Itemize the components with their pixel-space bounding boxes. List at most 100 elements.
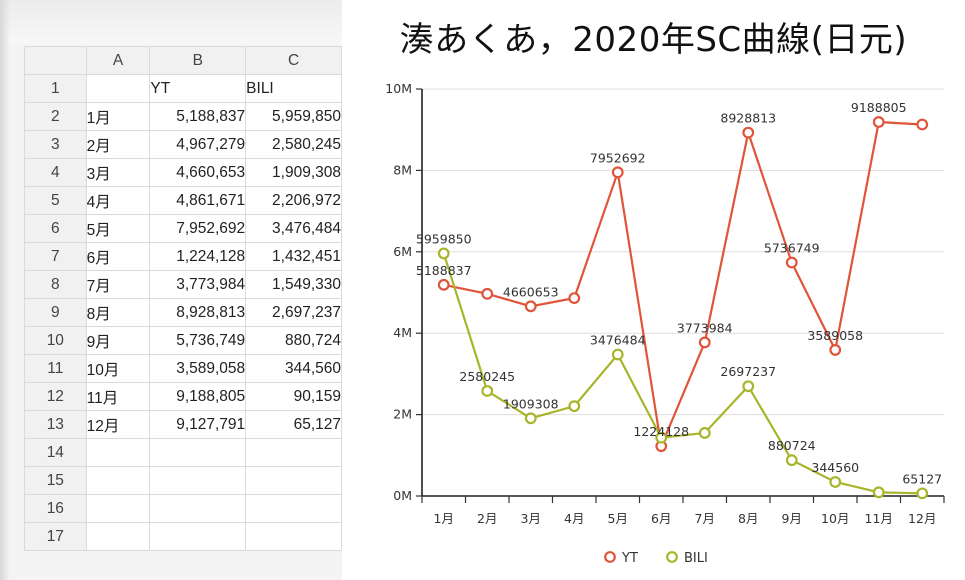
- column-header-b[interactable]: B: [149, 46, 247, 75]
- cell[interactable]: 3月: [85, 158, 151, 187]
- cell[interactable]: [245, 494, 342, 523]
- data-point: [829, 344, 842, 356]
- cell[interactable]: 8月: [85, 298, 151, 327]
- data-label: 1909308: [503, 396, 559, 411]
- cell[interactable]: 3,773,984: [149, 270, 247, 299]
- cell[interactable]: 11月: [85, 382, 151, 411]
- row-header[interactable]: 9: [24, 298, 87, 327]
- cell[interactable]: [245, 438, 342, 467]
- cell[interactable]: [149, 466, 247, 495]
- data-point: [568, 292, 581, 305]
- cell[interactable]: [245, 466, 342, 495]
- x-tick-label: 10月: [821, 511, 849, 526]
- data-point: [916, 487, 929, 500]
- row-header[interactable]: 14: [24, 438, 87, 467]
- data-label: 3773984: [677, 320, 733, 335]
- row-header[interactable]: 5: [24, 186, 87, 215]
- cell[interactable]: 4,660,653: [149, 158, 247, 187]
- data-point: [698, 427, 711, 439]
- cell[interactable]: 1月: [85, 102, 151, 131]
- cell[interactable]: 5,736,749: [149, 326, 247, 355]
- row-header[interactable]: 17: [24, 522, 87, 551]
- x-tick-label: 5月: [608, 511, 628, 526]
- cell[interactable]: 2月: [85, 130, 151, 159]
- table-row: 5 4月 4,861,671 2,206,972: [24, 186, 342, 215]
- x-tick-label: 11月: [865, 511, 893, 526]
- cell[interactable]: 5月: [85, 214, 151, 243]
- cell[interactable]: [149, 438, 247, 467]
- cell[interactable]: [85, 438, 151, 467]
- data-point: [872, 486, 885, 499]
- row-header[interactable]: 4: [24, 158, 87, 187]
- cell[interactable]: 5,959,850: [245, 102, 342, 131]
- data-point: [524, 412, 537, 425]
- row-header[interactable]: 11: [24, 354, 87, 383]
- cell[interactable]: 7月: [85, 270, 151, 299]
- cell[interactable]: 2,206,972: [245, 186, 342, 215]
- y-tick-label: 4M: [393, 325, 412, 340]
- cell[interactable]: 5,188,837: [149, 102, 247, 131]
- row-header[interactable]: 13: [24, 410, 87, 439]
- table-row: 4 3月 4,660,653 1,909,308: [24, 158, 342, 187]
- data-label: 5188837: [416, 263, 472, 278]
- column-header-c[interactable]: C: [245, 46, 342, 75]
- cell[interactable]: 4,861,671: [149, 186, 247, 215]
- cell[interactable]: YT: [149, 74, 247, 103]
- cell[interactable]: [85, 74, 151, 103]
- cell[interactable]: [85, 466, 151, 495]
- row-header[interactable]: 6: [24, 214, 87, 243]
- cell[interactable]: 90,159: [245, 382, 342, 411]
- cell[interactable]: 12月: [85, 410, 151, 439]
- cell[interactable]: 4,967,279: [149, 130, 247, 159]
- cell[interactable]: [85, 522, 151, 551]
- cell[interactable]: [149, 494, 247, 523]
- row-header[interactable]: 8: [24, 270, 87, 299]
- row-header[interactable]: 1: [24, 74, 87, 103]
- cell[interactable]: 1,909,308: [245, 158, 342, 187]
- cell[interactable]: 8,928,813: [149, 298, 247, 327]
- cell[interactable]: 9月: [85, 326, 151, 355]
- row-header[interactable]: 12: [24, 382, 87, 411]
- cell[interactable]: 3,589,058: [149, 354, 247, 383]
- table-row: 3 2月 4,967,279 2,580,245: [24, 130, 342, 159]
- table-row: 14: [24, 438, 342, 467]
- cell[interactable]: 10月: [85, 354, 151, 383]
- row-header[interactable]: 16: [24, 494, 87, 523]
- cell[interactable]: [149, 522, 247, 551]
- cell[interactable]: [245, 522, 342, 551]
- row-header[interactable]: 10: [24, 326, 87, 355]
- cell[interactable]: 2,580,245: [245, 130, 342, 159]
- cell[interactable]: 65,127: [245, 410, 342, 439]
- cell[interactable]: 4月: [85, 186, 151, 215]
- data-label: 8928813: [720, 111, 776, 126]
- spreadsheet-toolbar-area: [0, 0, 342, 44]
- cell[interactable]: 1,549,330: [245, 270, 342, 299]
- cell[interactable]: 9,188,805: [149, 382, 247, 411]
- data-point: [524, 300, 537, 313]
- cell[interactable]: 1,224,128: [149, 242, 247, 271]
- row-header[interactable]: 3: [24, 130, 87, 159]
- x-tick-label: 8月: [738, 511, 758, 526]
- x-tick-label: 1月: [434, 511, 454, 526]
- cell[interactable]: [85, 494, 151, 523]
- data-label: 3589058: [807, 328, 863, 343]
- row-header[interactable]: 15: [24, 466, 87, 495]
- cell[interactable]: 344,560: [245, 354, 342, 383]
- row-header[interactable]: 7: [24, 242, 87, 271]
- column-header-row: A B C: [24, 46, 342, 75]
- cell[interactable]: 3,476,484: [245, 214, 342, 243]
- x-tick-label: 12月: [908, 511, 936, 526]
- select-all-corner[interactable]: [24, 46, 87, 75]
- cell[interactable]: 2,697,237: [245, 298, 342, 327]
- cell[interactable]: 6月: [85, 242, 151, 271]
- row-header[interactable]: 2: [24, 102, 87, 131]
- column-header-a[interactable]: A: [85, 46, 151, 75]
- table-row: 6 5月 7,952,692 3,476,484: [24, 214, 342, 243]
- cell[interactable]: BILI: [245, 74, 342, 103]
- cell[interactable]: 1,432,451: [245, 242, 342, 271]
- cell[interactable]: 7,952,692: [149, 214, 247, 243]
- cell[interactable]: 880,724: [245, 326, 342, 355]
- x-tick-label: 3月: [521, 511, 541, 526]
- y-tick-label: 2M: [393, 407, 412, 422]
- cell[interactable]: 9,127,791: [149, 410, 247, 439]
